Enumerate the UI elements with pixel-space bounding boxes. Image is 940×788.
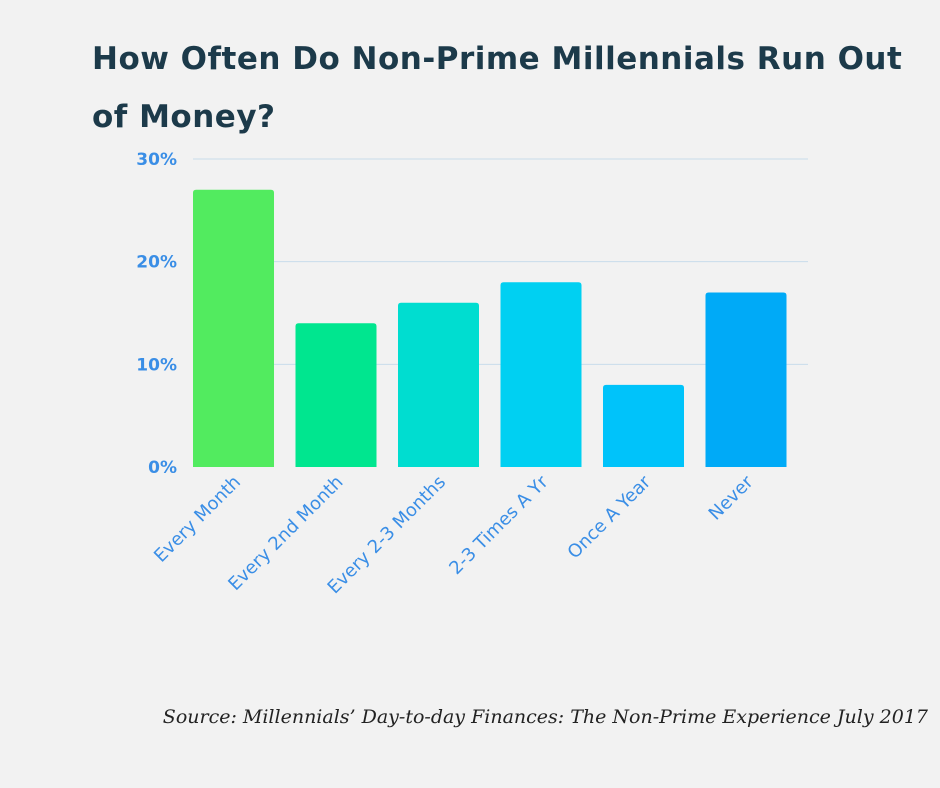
y-tick-label: 10% <box>136 355 177 375</box>
bar <box>603 384 684 467</box>
chart-title: How Often Do Non-Prime Millennials Run O… <box>92 41 903 135</box>
bar <box>193 189 274 468</box>
bar <box>295 323 377 467</box>
y-tick-label: 30% <box>136 150 177 170</box>
y-axis-ticks: 0% 10% 20% 30% <box>136 150 177 478</box>
bar <box>500 282 582 467</box>
y-tick-label: 0% <box>148 458 177 478</box>
x-tick-label: Never <box>705 471 758 524</box>
bar <box>398 302 479 467</box>
source-caption: Source: Millennials’ Day-to-day Finances… <box>162 706 928 728</box>
bar <box>705 292 787 467</box>
y-tick-label: 20% <box>136 253 177 273</box>
x-tick-label: 2-3 Times A Yr <box>445 471 553 579</box>
bars <box>193 189 787 468</box>
x-tick-label: Every Month <box>150 472 245 567</box>
x-tick-label: Once A Year <box>564 471 656 563</box>
